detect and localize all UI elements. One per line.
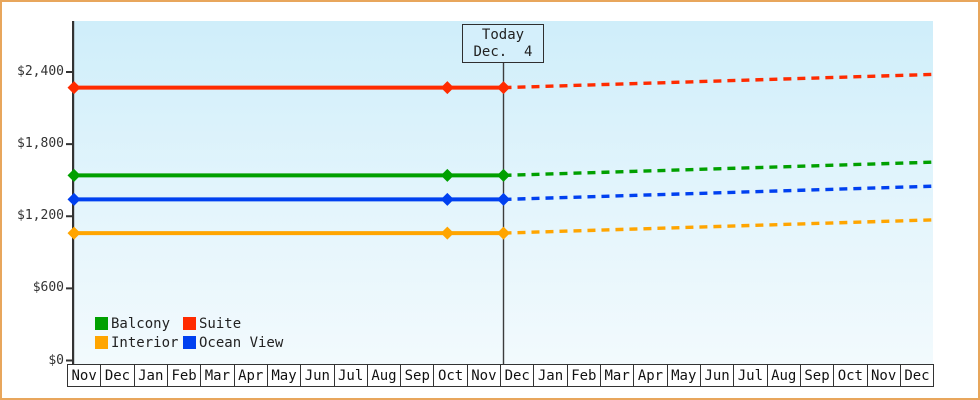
x-axis-label: Aug bbox=[366, 365, 400, 386]
y-axis-label: $0 bbox=[48, 352, 64, 368]
data-point-marker bbox=[497, 226, 510, 240]
x-axis-label: Dec bbox=[100, 365, 133, 386]
series-line-forecast bbox=[503, 160, 934, 178]
legend-item-suite: Suite bbox=[183, 314, 283, 333]
legend-item-ocean-view: Ocean View bbox=[183, 333, 283, 352]
legend-label: Suite bbox=[199, 315, 242, 332]
data-point-marker bbox=[497, 81, 510, 95]
data-point-marker bbox=[440, 192, 454, 206]
series-line-forecast bbox=[503, 184, 934, 202]
x-axis-label: Jul bbox=[333, 365, 367, 386]
y-axis-tick bbox=[66, 71, 72, 73]
y-axis-tick bbox=[66, 143, 72, 146]
x-axis-label: May bbox=[266, 365, 300, 386]
legend-label: Balcony bbox=[111, 315, 171, 332]
y-axis-label: $600 bbox=[32, 280, 64, 296]
y-axis-tick bbox=[66, 359, 72, 362]
x-axis-label: Jan bbox=[133, 365, 167, 386]
x-axis-label: Jul bbox=[733, 365, 766, 386]
data-point-marker bbox=[497, 192, 510, 206]
x-axis-label: Dec bbox=[899, 365, 933, 386]
x-axis-label: Oct bbox=[433, 365, 466, 386]
x-axis-label: Apr bbox=[233, 365, 267, 386]
x-axis-label: Jun bbox=[699, 365, 733, 386]
x-axis-label: Mar bbox=[200, 365, 233, 386]
x-axis-label: Mar bbox=[600, 365, 633, 386]
today-date-label: Dec. 4 bbox=[473, 43, 533, 60]
interior-color-swatch bbox=[95, 336, 108, 349]
today-annotation-box: Today Dec. 4 bbox=[462, 24, 544, 63]
data-point-marker bbox=[67, 81, 81, 95]
x-axis-label: Sep bbox=[799, 365, 833, 386]
y-axis-tick bbox=[66, 215, 72, 218]
y-axis-label: $1,800 bbox=[17, 136, 64, 152]
series-line-forecast bbox=[503, 72, 934, 90]
data-point-marker bbox=[67, 192, 81, 206]
balcony-color-swatch bbox=[95, 317, 108, 330]
x-axis-label: May bbox=[666, 365, 700, 386]
data-point-marker bbox=[67, 168, 81, 182]
x-axis-label: Oct bbox=[833, 365, 866, 386]
legend-label: Interior bbox=[111, 334, 179, 351]
x-axis-label: Sep bbox=[400, 365, 433, 386]
x-axis-label: Nov bbox=[466, 365, 500, 386]
x-axis-label: Dec bbox=[500, 365, 533, 386]
data-point-marker bbox=[497, 168, 510, 182]
data-point-marker bbox=[440, 226, 454, 240]
x-axis-label: Jan bbox=[533, 365, 566, 386]
today-label: Today bbox=[481, 26, 525, 43]
x-axis-label: Feb bbox=[166, 365, 200, 386]
data-point-marker bbox=[440, 168, 454, 182]
data-point-marker bbox=[440, 81, 454, 95]
legend-item-balcony: Balcony bbox=[95, 314, 183, 333]
ocean-view-color-swatch bbox=[183, 336, 196, 349]
y-axis-line bbox=[72, 21, 75, 364]
x-axis-label: Apr bbox=[633, 365, 666, 386]
y-axis-label: $2,400 bbox=[17, 64, 64, 79]
suite-color-swatch bbox=[183, 317, 196, 330]
legend-label: Ocean View bbox=[199, 334, 284, 351]
y-axis-label: $1,200 bbox=[17, 208, 64, 224]
legend-item-interior: Interior bbox=[95, 333, 183, 352]
x-axis-label: Nov bbox=[866, 365, 900, 386]
x-axis-label: Nov bbox=[71, 367, 97, 384]
x-axis-label: Jun bbox=[300, 365, 333, 386]
y-axis-tick bbox=[66, 287, 72, 290]
x-axis-month-strip: Nov Dec Jan Feb Mar Apr May Jun Jul Aug Sep Oct Nov D… bbox=[67, 364, 934, 387]
legend: Balcony Suite Interior Ocean View bbox=[95, 314, 283, 352]
series-line-forecast bbox=[503, 218, 934, 235]
x-axis-label: Feb bbox=[566, 365, 600, 386]
data-point-marker bbox=[67, 226, 81, 240]
x-axis-label: Aug bbox=[766, 365, 800, 386]
